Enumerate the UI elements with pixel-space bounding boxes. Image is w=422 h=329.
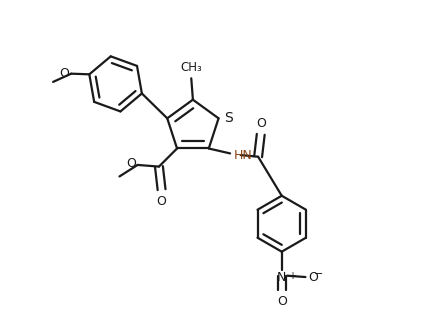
Text: O: O	[60, 67, 70, 80]
Text: S: S	[225, 111, 233, 125]
Text: O: O	[257, 117, 266, 130]
Text: O: O	[157, 194, 167, 208]
Text: CH₃: CH₃	[180, 61, 202, 74]
Text: O: O	[308, 270, 318, 284]
Text: O: O	[277, 295, 287, 308]
Text: N: N	[276, 271, 286, 284]
Text: +: +	[288, 271, 296, 281]
Text: O: O	[126, 158, 136, 170]
Text: HN: HN	[233, 149, 252, 162]
Text: −: −	[314, 269, 323, 279]
